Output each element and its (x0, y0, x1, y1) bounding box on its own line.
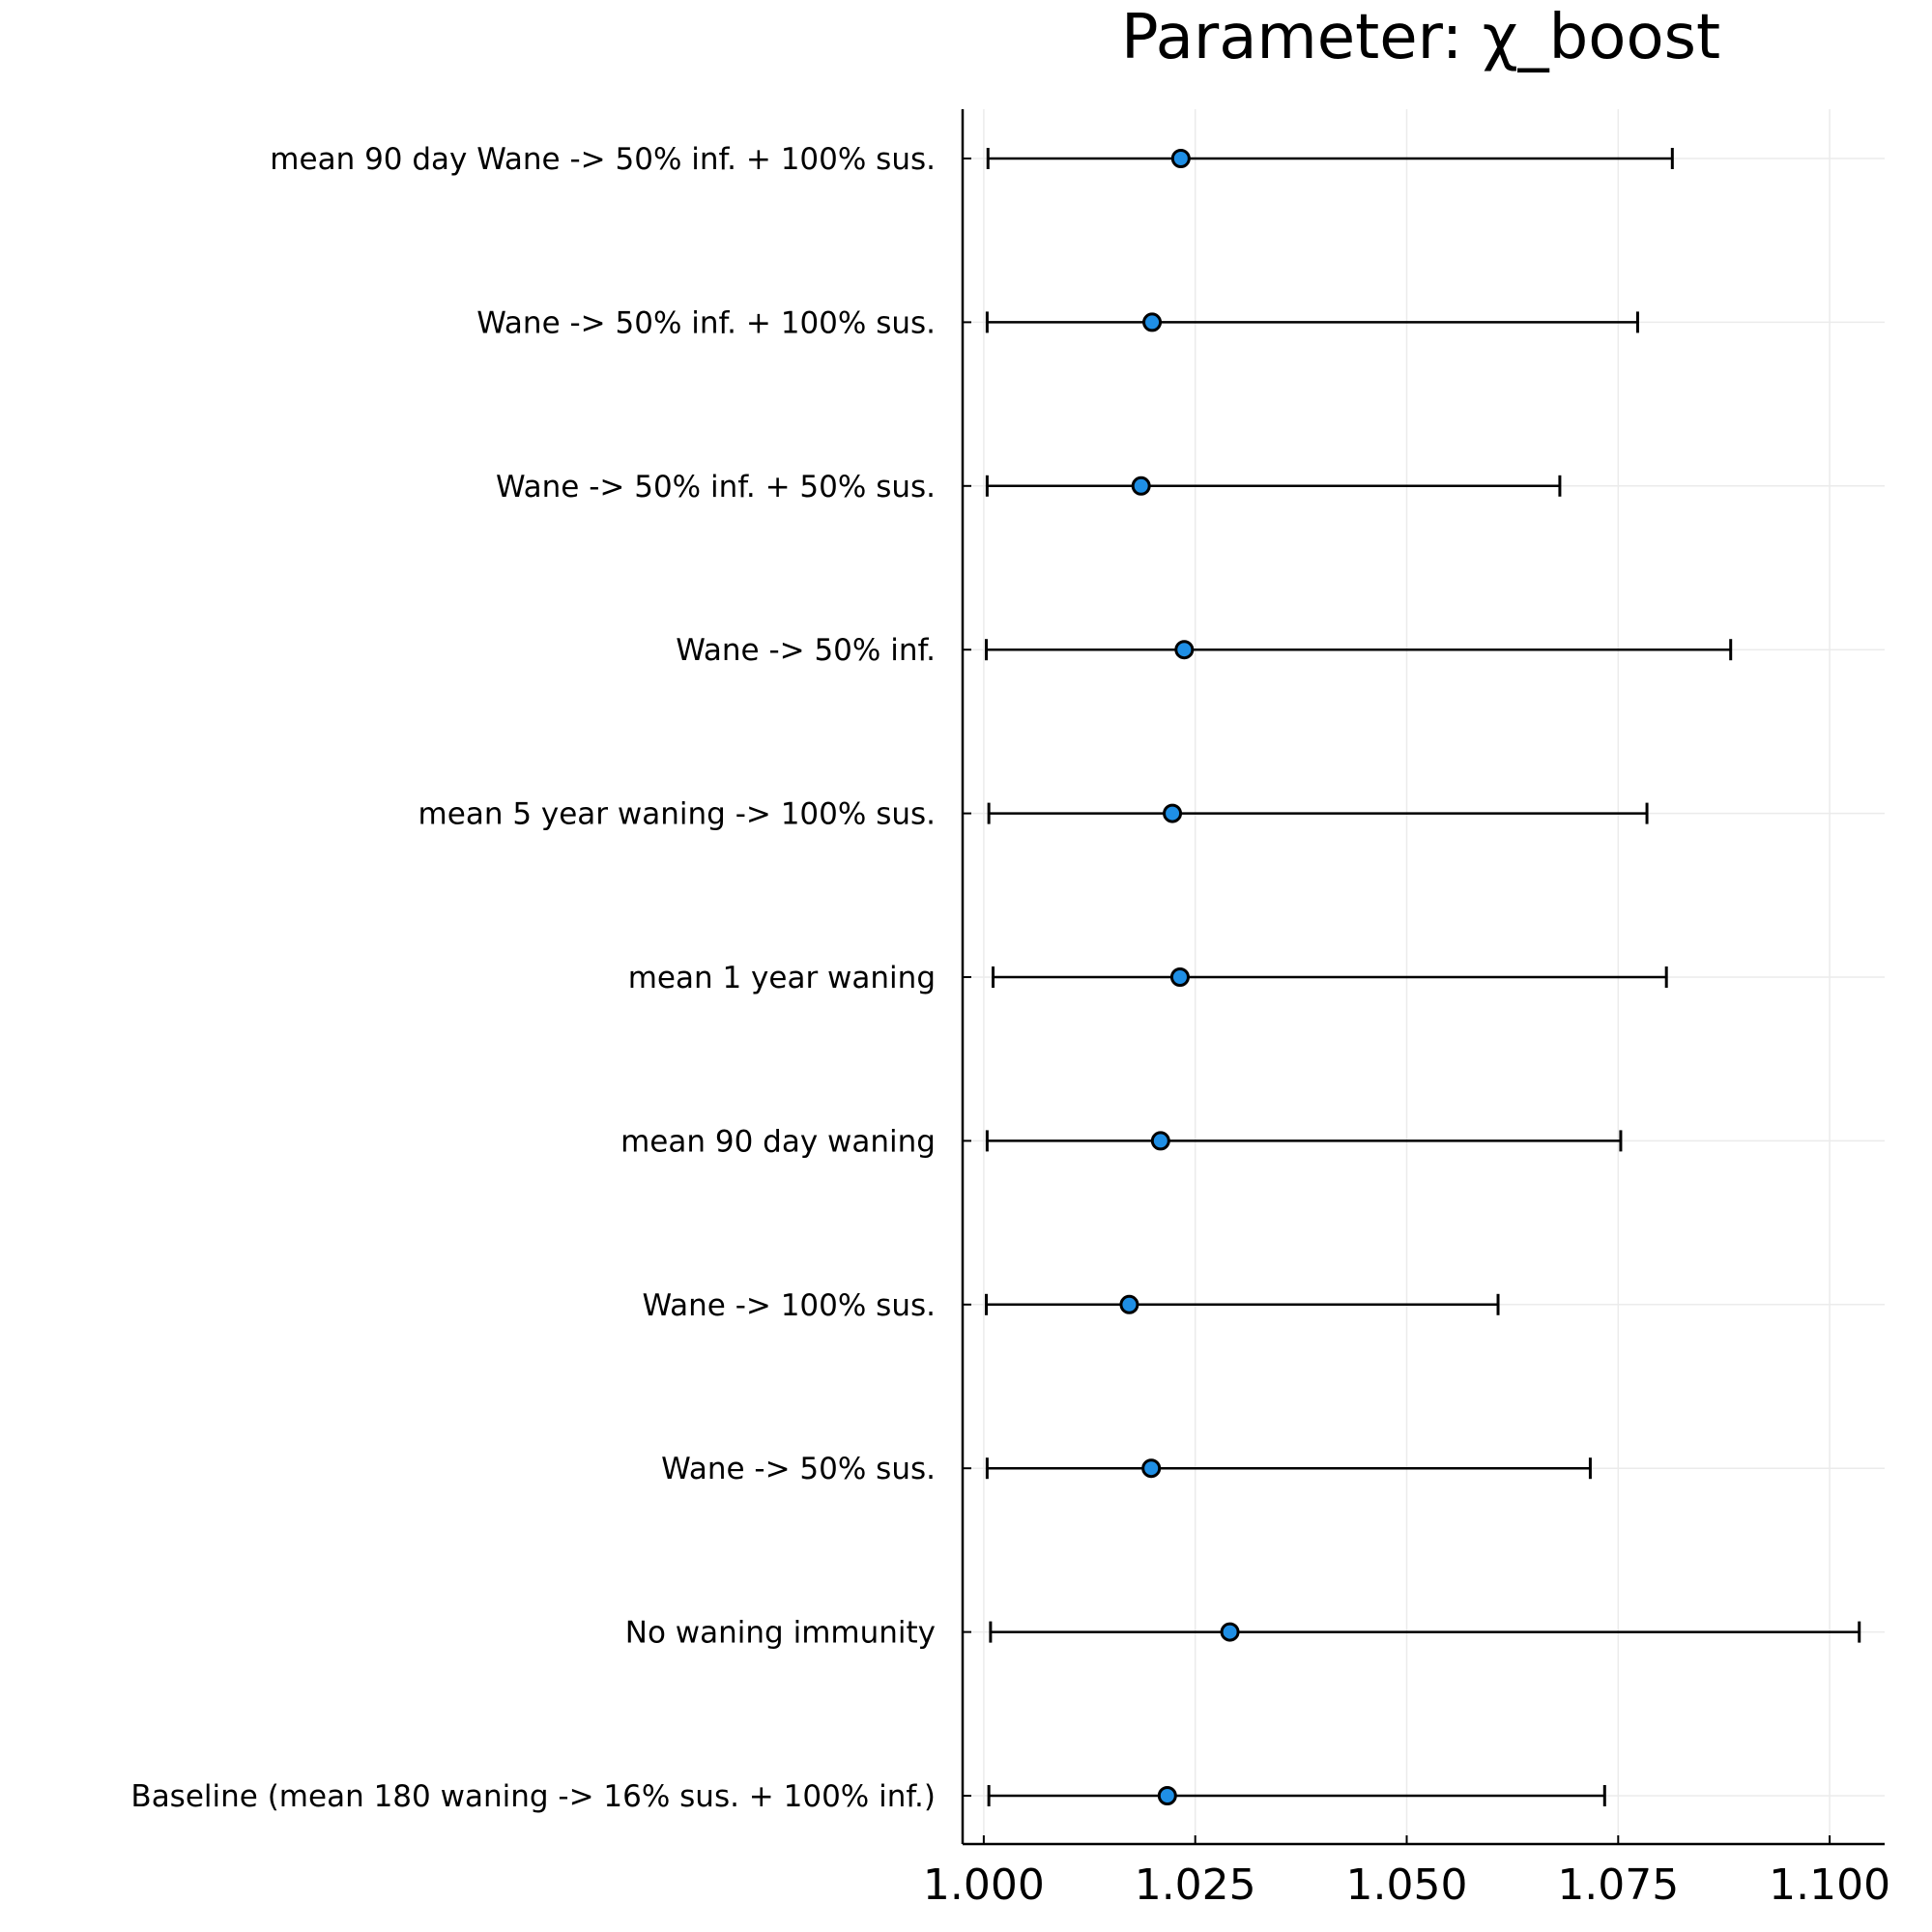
point-estimate-marker (1131, 476, 1151, 496)
point-estimate-marker (1220, 1622, 1240, 1642)
category-label: Wane -> 50% inf. + 50% sus. (496, 470, 936, 505)
category-label: Wane -> 50% inf. + 100% sus. (476, 305, 936, 340)
axes (961, 109, 1885, 1846)
point-estimate-marker (1150, 1131, 1170, 1151)
x-tick-label: 1.100 (1769, 1860, 1890, 1910)
point-estimate-marker (1157, 1786, 1177, 1805)
point-estimate-marker (1169, 967, 1190, 987)
point-estimate-marker (1170, 149, 1191, 168)
point-estimate-marker (1174, 640, 1195, 660)
category-label: mean 90 day waning (620, 1124, 936, 1159)
category-label: No waning immunity (625, 1616, 936, 1651)
category-label: Wane -> 50% sus. (661, 1452, 936, 1486)
point-estimate-marker (1141, 1458, 1162, 1479)
category-label: Wane -> 100% sus. (642, 1288, 936, 1323)
point-estimates (1119, 149, 1240, 1805)
error-bars (985, 148, 1861, 1806)
category-label: Wane -> 50% inf. (676, 633, 936, 668)
x-tick-label: 1.050 (1346, 1860, 1468, 1910)
category-label: mean 1 year waning (628, 961, 936, 995)
category-label: mean 5 year waning -> 100% sus. (418, 797, 936, 832)
category-labels: mean 90 day Wane -> 50% inf. + 100% sus.… (130, 142, 936, 1814)
category-label: Baseline (mean 180 waning -> 16% sus. + … (130, 1779, 936, 1814)
point-estimate-marker (1163, 803, 1183, 823)
x-tick-label: 1.075 (1557, 1860, 1679, 1910)
x-tick-label: 1.000 (923, 1860, 1045, 1910)
x-tick-label: 1.025 (1135, 1860, 1256, 1910)
category-label: mean 90 day Wane -> 50% inf. + 100% sus. (270, 142, 936, 177)
chart-title: Parameter: χ_boost (1121, 2, 1720, 73)
point-estimate-marker (1119, 1294, 1139, 1314)
x-tick-labels: 1.000 1.025 1.050 1.075 1.100 (923, 1835, 1890, 1910)
point-estimate-marker (1142, 312, 1163, 332)
